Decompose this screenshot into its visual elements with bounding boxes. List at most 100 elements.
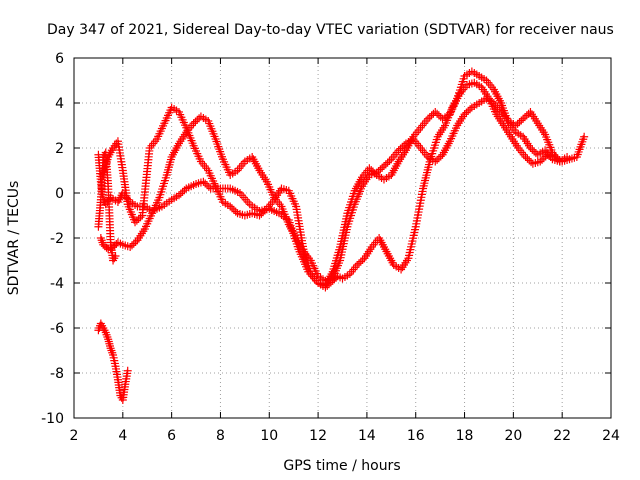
x-tick-label: 24 bbox=[602, 428, 620, 444]
data-point bbox=[261, 206, 270, 215]
data-point bbox=[365, 164, 374, 173]
data-point bbox=[522, 111, 531, 120]
data-point bbox=[555, 157, 564, 166]
series-trace-4 bbox=[94, 319, 132, 404]
data-point bbox=[460, 110, 469, 119]
data-point bbox=[369, 167, 378, 176]
x-tick-label: 2 bbox=[70, 428, 79, 444]
x-tick-label: 12 bbox=[309, 428, 327, 444]
data-point bbox=[132, 216, 141, 225]
data-point bbox=[378, 163, 387, 172]
data-point bbox=[259, 208, 268, 217]
data-point bbox=[134, 214, 143, 223]
data-point bbox=[433, 155, 442, 164]
data-point bbox=[396, 144, 405, 153]
data-points bbox=[94, 67, 589, 404]
data-point bbox=[131, 218, 140, 227]
data-point bbox=[431, 157, 440, 166]
data-point bbox=[131, 237, 140, 246]
x-tick-label: 14 bbox=[358, 428, 376, 444]
data-point bbox=[204, 182, 213, 191]
data-point bbox=[580, 132, 589, 141]
data-point bbox=[530, 147, 539, 156]
data-point bbox=[354, 259, 363, 268]
data-point bbox=[257, 209, 266, 218]
data-point bbox=[126, 243, 135, 251]
series-trace-5 bbox=[94, 148, 120, 265]
data-point bbox=[515, 118, 524, 127]
data-point bbox=[353, 261, 362, 269]
series-trace-3 bbox=[99, 67, 564, 290]
x-tick-label: 4 bbox=[118, 428, 127, 444]
data-point bbox=[176, 189, 185, 198]
data-point bbox=[356, 257, 365, 266]
data-point bbox=[528, 145, 537, 154]
y-tick-label: 4 bbox=[55, 96, 64, 112]
data-point bbox=[226, 202, 235, 211]
data-point bbox=[538, 155, 547, 164]
plot-frame bbox=[73, 57, 612, 419]
data-point bbox=[425, 113, 434, 122]
data-point bbox=[123, 366, 132, 375]
y-tick-label: 6 bbox=[55, 51, 64, 67]
data-point bbox=[255, 211, 264, 220]
data-point bbox=[203, 181, 212, 190]
data-point bbox=[517, 116, 526, 125]
x-tick-label: 8 bbox=[216, 428, 225, 444]
data-point bbox=[383, 158, 392, 167]
data-point bbox=[513, 119, 522, 128]
data-point bbox=[199, 177, 208, 186]
data-point bbox=[520, 113, 529, 122]
data-point bbox=[539, 154, 548, 163]
x-tick-label: 18 bbox=[456, 428, 474, 444]
data-point bbox=[462, 108, 471, 117]
data-point bbox=[381, 160, 390, 169]
x-tick-label: 10 bbox=[260, 428, 278, 444]
data-point bbox=[519, 114, 528, 123]
data-point bbox=[178, 187, 187, 196]
data-point bbox=[229, 205, 238, 214]
x-tick-label: 20 bbox=[504, 428, 522, 444]
data-point bbox=[370, 169, 379, 178]
data-point bbox=[434, 154, 443, 163]
data-point bbox=[423, 114, 432, 123]
data-point bbox=[127, 241, 136, 250]
y-tick-label: -4 bbox=[50, 276, 64, 292]
data-point bbox=[376, 165, 385, 174]
data-point bbox=[427, 111, 436, 120]
data-point bbox=[191, 117, 200, 126]
data-point bbox=[523, 154, 532, 163]
data-point bbox=[193, 115, 202, 124]
data-point bbox=[536, 157, 545, 166]
y-axis-title: SDTVAR / TECUs bbox=[6, 181, 22, 296]
y-tick-label: -10 bbox=[41, 411, 64, 427]
x-tick-label: 16 bbox=[407, 428, 425, 444]
data-point bbox=[111, 252, 120, 260]
data-point bbox=[521, 153, 530, 161]
x-axis-title: GPS time / hours bbox=[283, 458, 400, 474]
data-point bbox=[174, 191, 183, 200]
data-point bbox=[431, 108, 440, 116]
x-tick-label: 22 bbox=[553, 428, 571, 444]
y-tick-label: 0 bbox=[55, 186, 64, 202]
data-point bbox=[231, 207, 240, 216]
data-point bbox=[228, 204, 237, 213]
y-tick-label: -6 bbox=[50, 321, 64, 337]
y-tick-label: -8 bbox=[50, 366, 64, 382]
chart-title: Day 347 of 2021, Sidereal Day-to-day VTE… bbox=[47, 22, 614, 38]
x-tick-label: 6 bbox=[167, 428, 176, 444]
data-point bbox=[394, 146, 403, 155]
data-point bbox=[367, 165, 376, 174]
data-point bbox=[129, 239, 138, 248]
data-point bbox=[201, 179, 210, 188]
data-point bbox=[563, 153, 572, 161]
data-point bbox=[526, 144, 535, 152]
data-point bbox=[433, 109, 442, 118]
data-point bbox=[385, 156, 394, 165]
data-point bbox=[464, 106, 473, 115]
data-point bbox=[379, 162, 388, 170]
data-point bbox=[527, 158, 536, 167]
data-point bbox=[358, 255, 367, 264]
